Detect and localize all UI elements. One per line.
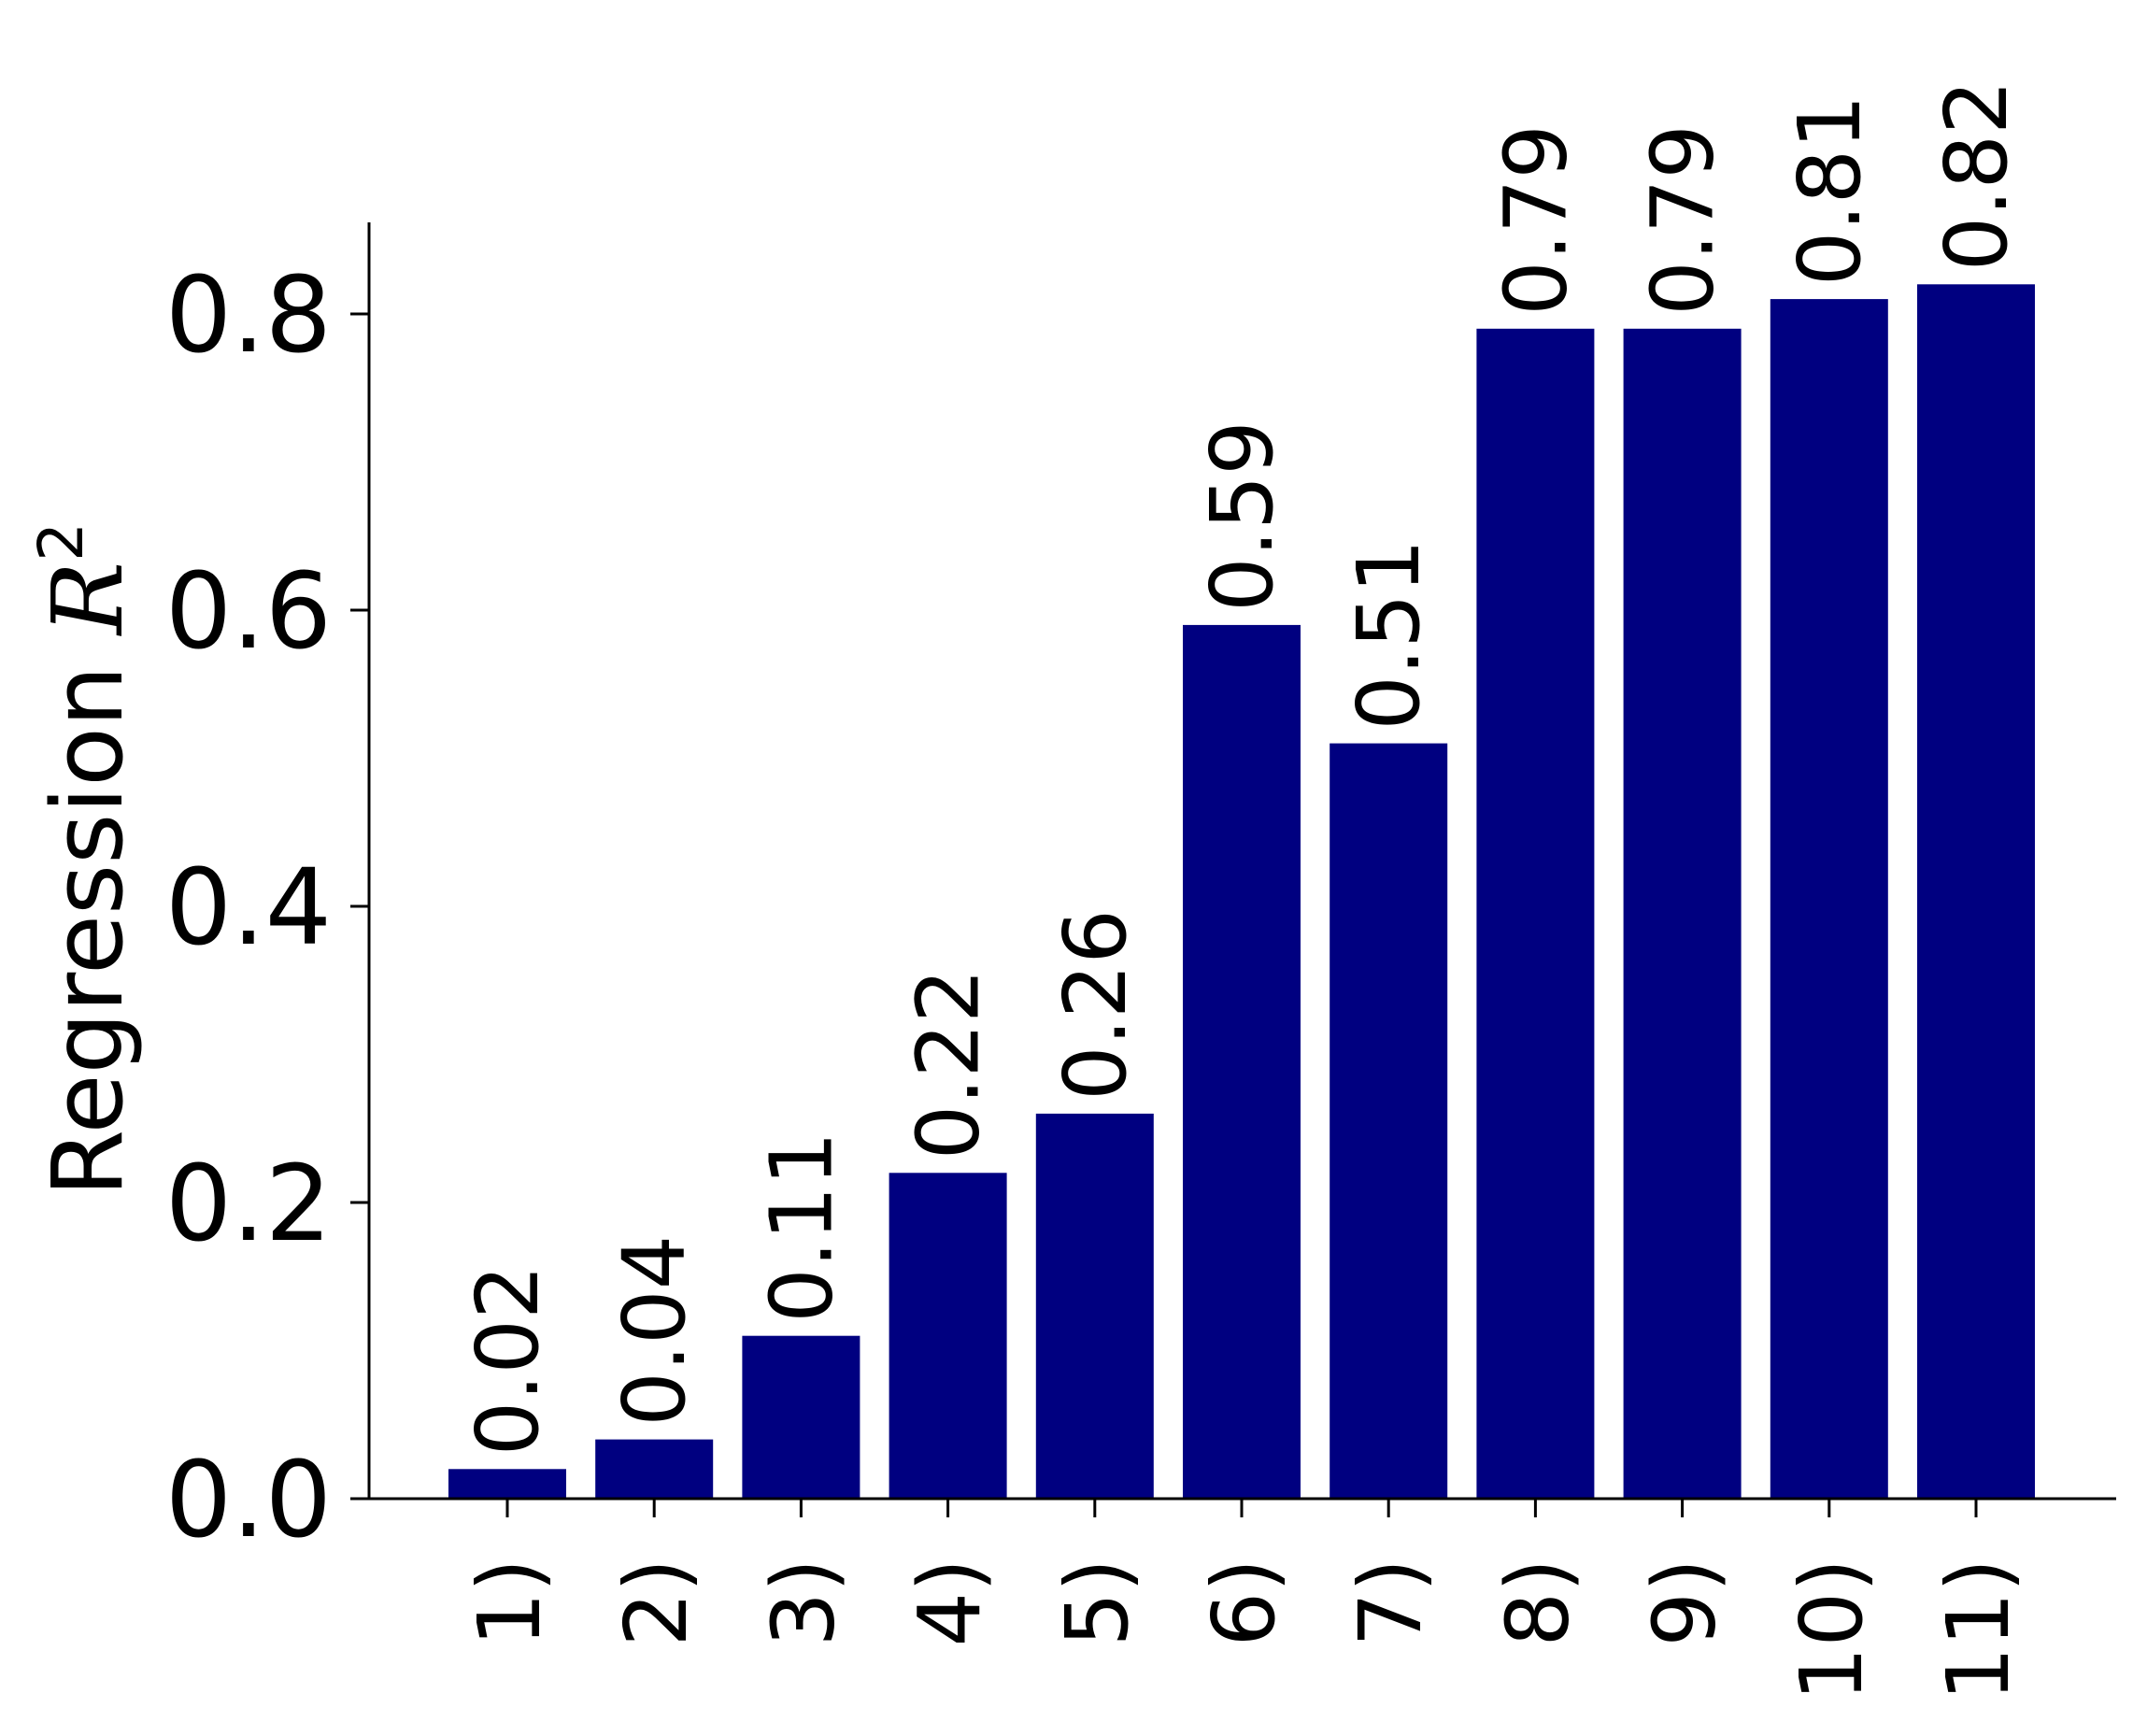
bar-9 [1623,328,1742,1499]
bar-value-label-3: 0.11 [751,1131,851,1323]
y-tick-label-0: 0.0 [165,1440,332,1561]
y-tick-label-4: 0.8 [165,255,332,377]
x-tick-label-2: 2) [606,1558,706,1646]
bar-1 [448,1469,566,1499]
x-tick-label-8: 8) [1487,1558,1587,1646]
bar-value-label-1: 0.02 [458,1264,558,1456]
bar-value-label-9: 0.79 [1633,124,1733,316]
bar-value-label-11: 0.82 [1927,79,2026,271]
x-tick-label-3: 3) [753,1558,853,1646]
bar-6 [1183,624,1301,1499]
bar-3 [742,1335,860,1499]
x-tick-label-11: 11) [1928,1558,2028,1701]
bar-value-label-2: 0.04 [604,1235,704,1427]
x-tick-label-10: 10) [1782,1558,1882,1701]
bar-7 [1330,743,1448,1499]
bar-value-label-4: 0.22 [899,968,999,1160]
x-tick-label-4: 4) [901,1558,1001,1646]
y-tick-label-1: 0.2 [165,1144,332,1265]
y-axis-title-symbol: R [31,562,145,636]
bar-value-label-5: 0.26 [1045,909,1145,1101]
x-tick-label-6: 6) [1194,1558,1294,1646]
bar-value-label-8: 0.79 [1486,124,1586,316]
bar-value-label-6: 0.59 [1192,420,1292,612]
bar-4 [889,1173,1007,1499]
bar-2 [595,1439,714,1499]
y-axis-title-prefix: Regression [31,634,145,1197]
bar-11 [1917,284,2035,1499]
x-tick-label-7: 7) [1341,1558,1441,1646]
bar-8 [1476,328,1595,1499]
x-tick-label-9: 9) [1635,1558,1735,1646]
bars-group [448,284,2035,1500]
x-tick-label-1: 1) [460,1558,560,1646]
y-tick-label-3: 0.6 [165,551,332,673]
bar-10 [1770,299,1888,1500]
y-axis-title-exponent: 2 [25,522,97,562]
bar-value-label-7: 0.51 [1339,539,1439,731]
bar-value-label-10: 0.81 [1780,94,1880,286]
bar-value-labels: 0.02 0.04 0.11 0.22 0.26 0.59 0.51 0.79 0.79 0.81… [458,79,2026,1456]
y-axis-title: Regression R2 [25,522,145,1197]
bar-5 [1035,1113,1154,1499]
y-tick-label-2: 0.4 [165,847,332,969]
x-axis: 1) 2) 3) 4) 5) 6) 7) 8) 9) 10) 11) [350,1497,2116,1701]
y-axis: 0.0 0.2 0.4 0.6 0.8 [165,222,371,1561]
x-tick-label-5: 5) [1047,1558,1147,1646]
